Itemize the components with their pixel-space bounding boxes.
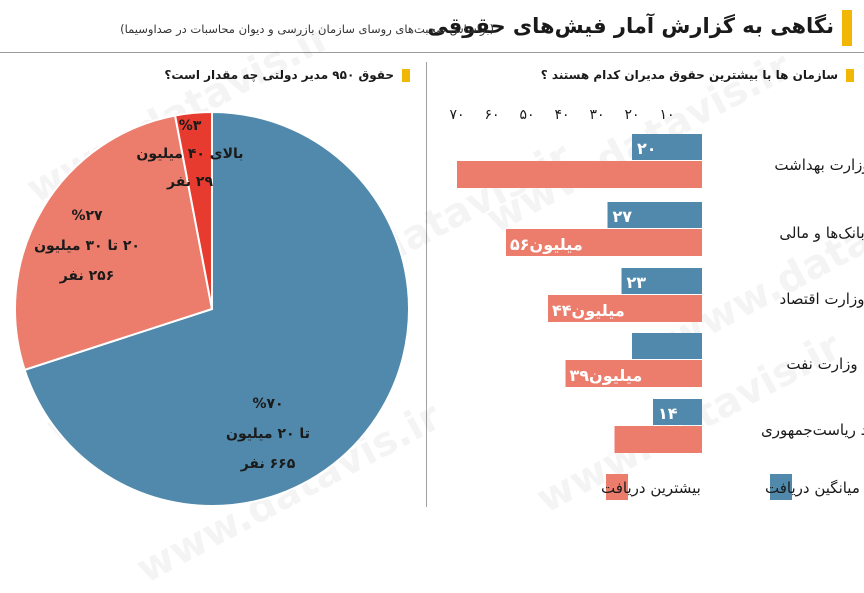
bar-maximum-label: ۳۹میلیون [570, 366, 643, 385]
bar-average-label: ۲۰ [637, 139, 657, 158]
bar-average [632, 134, 702, 160]
pie-slice-label: بالای ۴۰ میلیون [136, 146, 243, 162]
bar-average [653, 399, 702, 425]
pie-slice-label: ۲۰ تا ۳۰ میلیون [34, 238, 140, 254]
bar-average [607, 202, 702, 228]
x-tick-label: ۵۰ [519, 107, 534, 123]
bar-average [632, 333, 702, 359]
bar-maximum-label: ۵۶میلیون [510, 235, 583, 254]
x-tick-label: ۷۰ [449, 107, 464, 123]
pie-slice-label: ۲۵۶ نفر [59, 268, 115, 284]
header-divider [0, 52, 864, 53]
bar-maximum [614, 426, 702, 453]
category-label: وزارت نفت [786, 355, 857, 373]
pie-section-marker [402, 69, 410, 82]
bar-average-label: ۲۳ [627, 273, 647, 292]
panel-divider [426, 62, 427, 507]
category-label: وزارت بهداشت [774, 156, 864, 174]
bar-average-label: ۲۷ [613, 207, 633, 226]
bar-maximum [548, 295, 702, 322]
page-subtitle: (براساس صحبت‌های روسای سازمان بازرسی و د… [120, 22, 494, 36]
page-title: نگاهی به گزارش آمار فیش‌های حقوقی [427, 14, 834, 38]
legend-swatch-maximum [606, 474, 628, 500]
pie-slice-label: %۳ [179, 118, 202, 134]
title-accent-bar [842, 10, 852, 46]
pie-chart: %۷۰ تا ۲۰ میلیون ۶۶۵ نفر %۲۷ ۲۰ تا ۳۰ میلیون… [14, 110, 410, 507]
legend-swatch-average [770, 474, 792, 500]
pie-slice [14, 114, 214, 372]
bar-section-marker [846, 69, 854, 82]
x-tick-label: ۴۰ [554, 107, 569, 123]
bar-maximum [457, 161, 702, 188]
x-tick-label: ۳۰ [589, 107, 604, 123]
bar-average [621, 268, 702, 294]
bar-chart-title: سازمان ها با بیشترین حقوق مدیران کدام هس… [540, 68, 838, 82]
pie-slice-label: تا ۲۰ میلیون [226, 426, 310, 442]
bar-maximum-label: ۴۴میلیون [552, 301, 625, 320]
bar-average-label: ۱۴ [658, 404, 678, 423]
category-label: وزارت اقتصاد [780, 290, 864, 308]
pie-slice-label: ۶۶۵ نفر [240, 456, 296, 472]
x-tick-label: ۶۰ [484, 107, 499, 123]
legend-label-average: میانگین دریافت [765, 479, 860, 497]
pie-slice-label: ۲۹ نفر [166, 174, 213, 190]
bar-maximum [506, 229, 702, 256]
bar-maximum [565, 360, 702, 387]
pie-slice [23, 110, 410, 507]
pie-slice-label: %۷۰ [252, 396, 283, 412]
x-tick-label: ۲۰ [624, 107, 639, 123]
category-label: نهاد ریاست‌جمهوری [761, 421, 864, 439]
x-tick-label: ۱۰ [659, 107, 674, 123]
category-label: بانک‌ها و مالی [779, 224, 864, 242]
pie-slice [173, 110, 213, 310]
pie-slice-label: %۲۷ [71, 208, 103, 224]
pie-chart-title: حقوق ۹۵۰ مدیر دولتی چه مقدار است؟ [164, 68, 394, 82]
legend-label-maximum: بیشترین دریافت [601, 479, 701, 497]
